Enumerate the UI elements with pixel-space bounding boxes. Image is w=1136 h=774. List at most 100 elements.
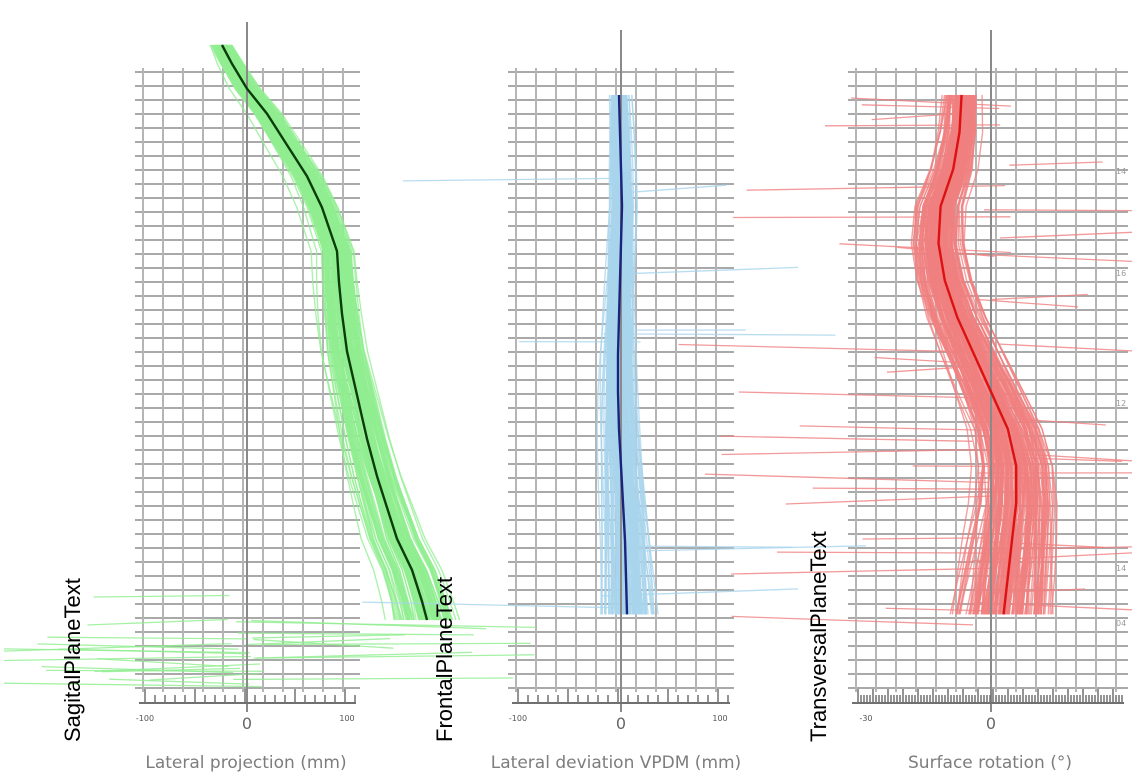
outlier-curve [982,540,1104,548]
outlier-curve [885,607,1010,613]
outlier-curve [678,343,972,353]
individual-curve [218,44,409,621]
outlier-curve [874,356,977,365]
frontal-plane-label: FrontalPlaneText [432,577,457,742]
panel3-xtick-zero: 0 [986,714,996,733]
outlier-curve [46,669,264,672]
individual-curve [222,44,436,621]
individual-curve [957,94,1049,615]
outlier-curve [731,615,974,626]
outlier-curve [1006,452,1133,462]
panel3-ytick-6: 12 [1116,399,1126,408]
outlier-curve [812,487,1002,490]
outlier-curve [824,124,1000,127]
panel2-xtick-pos: 100 [712,714,727,723]
outlier-curve [721,448,978,456]
outlier-curve [362,601,619,609]
axes-layer [139,22,1124,712]
individual-curve [961,94,1048,615]
individual-curve [225,44,449,621]
transversal-plane-label: TransversalPlaneText [806,531,831,742]
individual-curve [221,44,427,621]
individual-curve [910,94,992,615]
outlier-curve [972,552,1133,562]
outlier-curve [976,415,1106,426]
panel3-xtick-neg: -30 [859,714,872,723]
individual-curve [621,94,640,615]
individual-curve [912,94,1000,615]
outlier-curve [603,333,836,336]
outlier-curve [776,551,1007,554]
individual-curves-layer [3,44,1133,688]
mean-curve-panel2 [616,94,629,615]
outlier-curve [149,672,260,681]
outlier-curve [47,636,247,640]
outlier-curve [704,473,989,484]
panel3-xlabel: Surface rotation (°) [908,753,1072,773]
outlier-curve [41,665,234,674]
outlier-curve [997,343,1133,352]
individual-curve [605,94,618,615]
individual-curve [608,94,618,615]
outlier-curve [96,658,229,668]
outlier-curve [255,654,535,659]
individual-curve [230,44,438,621]
outlier-curve [990,293,1088,301]
outlier-curve [862,537,986,540]
individual-curve [919,94,985,615]
mean-curve-panel3 [937,94,1018,615]
outlier-curve [746,184,1006,191]
individual-curve [600,94,616,615]
outlier-curve [861,104,1000,110]
individual-curve [230,44,446,621]
outlier-curve [37,643,239,650]
outlier-curve [233,677,514,681]
outlier-curve [253,651,473,659]
outlier-curve [871,111,977,121]
outlier-curve [109,678,250,685]
individual-curve [947,94,1021,615]
individual-curve [915,94,987,615]
outlier-curve [622,545,793,548]
panel3-ytick-4: 16 [1116,269,1126,278]
outlier-curve [1006,456,1123,462]
outlier-curve [237,632,474,636]
outlier-curve [897,246,995,257]
outlier-curve [738,391,992,399]
outlier-curve [886,365,983,373]
individual-curve [919,94,995,615]
panel3-ytick-2: 14 [1116,167,1126,176]
individual-curve [223,44,438,621]
individual-curve [942,94,1050,615]
outlier-curve [251,634,405,639]
outlier-curve [3,655,252,662]
outlier-curve [975,298,1079,308]
outlier-curve [732,216,1011,219]
outlier-curve [731,567,992,575]
individual-curve [950,94,1016,615]
individual-curve [211,44,396,621]
individual-curve [212,44,401,621]
outlier-curve [260,642,531,646]
individual-curve [231,44,441,621]
outlier-curve [785,495,992,505]
outlier-curve [984,209,1133,212]
sagittal-plane-label: SagitalPlaneText [60,578,85,742]
outlier-curve [93,594,230,598]
panel1-xtick-zero: 0 [242,714,252,733]
panel3-ytick-9: 04 [1116,619,1126,628]
outlier-curve [985,546,1133,551]
outlier-curve [402,177,614,182]
outlier-curve [799,425,995,432]
outlier-curve [999,231,1133,239]
outlier-curve [253,638,394,649]
outlier-curve [1009,161,1103,166]
individual-curve [951,94,1033,615]
outlier-curve [601,588,799,597]
individual-curve [623,94,648,615]
panel2-xtick-neg: -100 [509,714,527,723]
outlier-curve [612,545,866,553]
panel2-xlabel: Lateral deviation VPDM (mm) [491,753,741,773]
individual-curve [927,94,1006,615]
